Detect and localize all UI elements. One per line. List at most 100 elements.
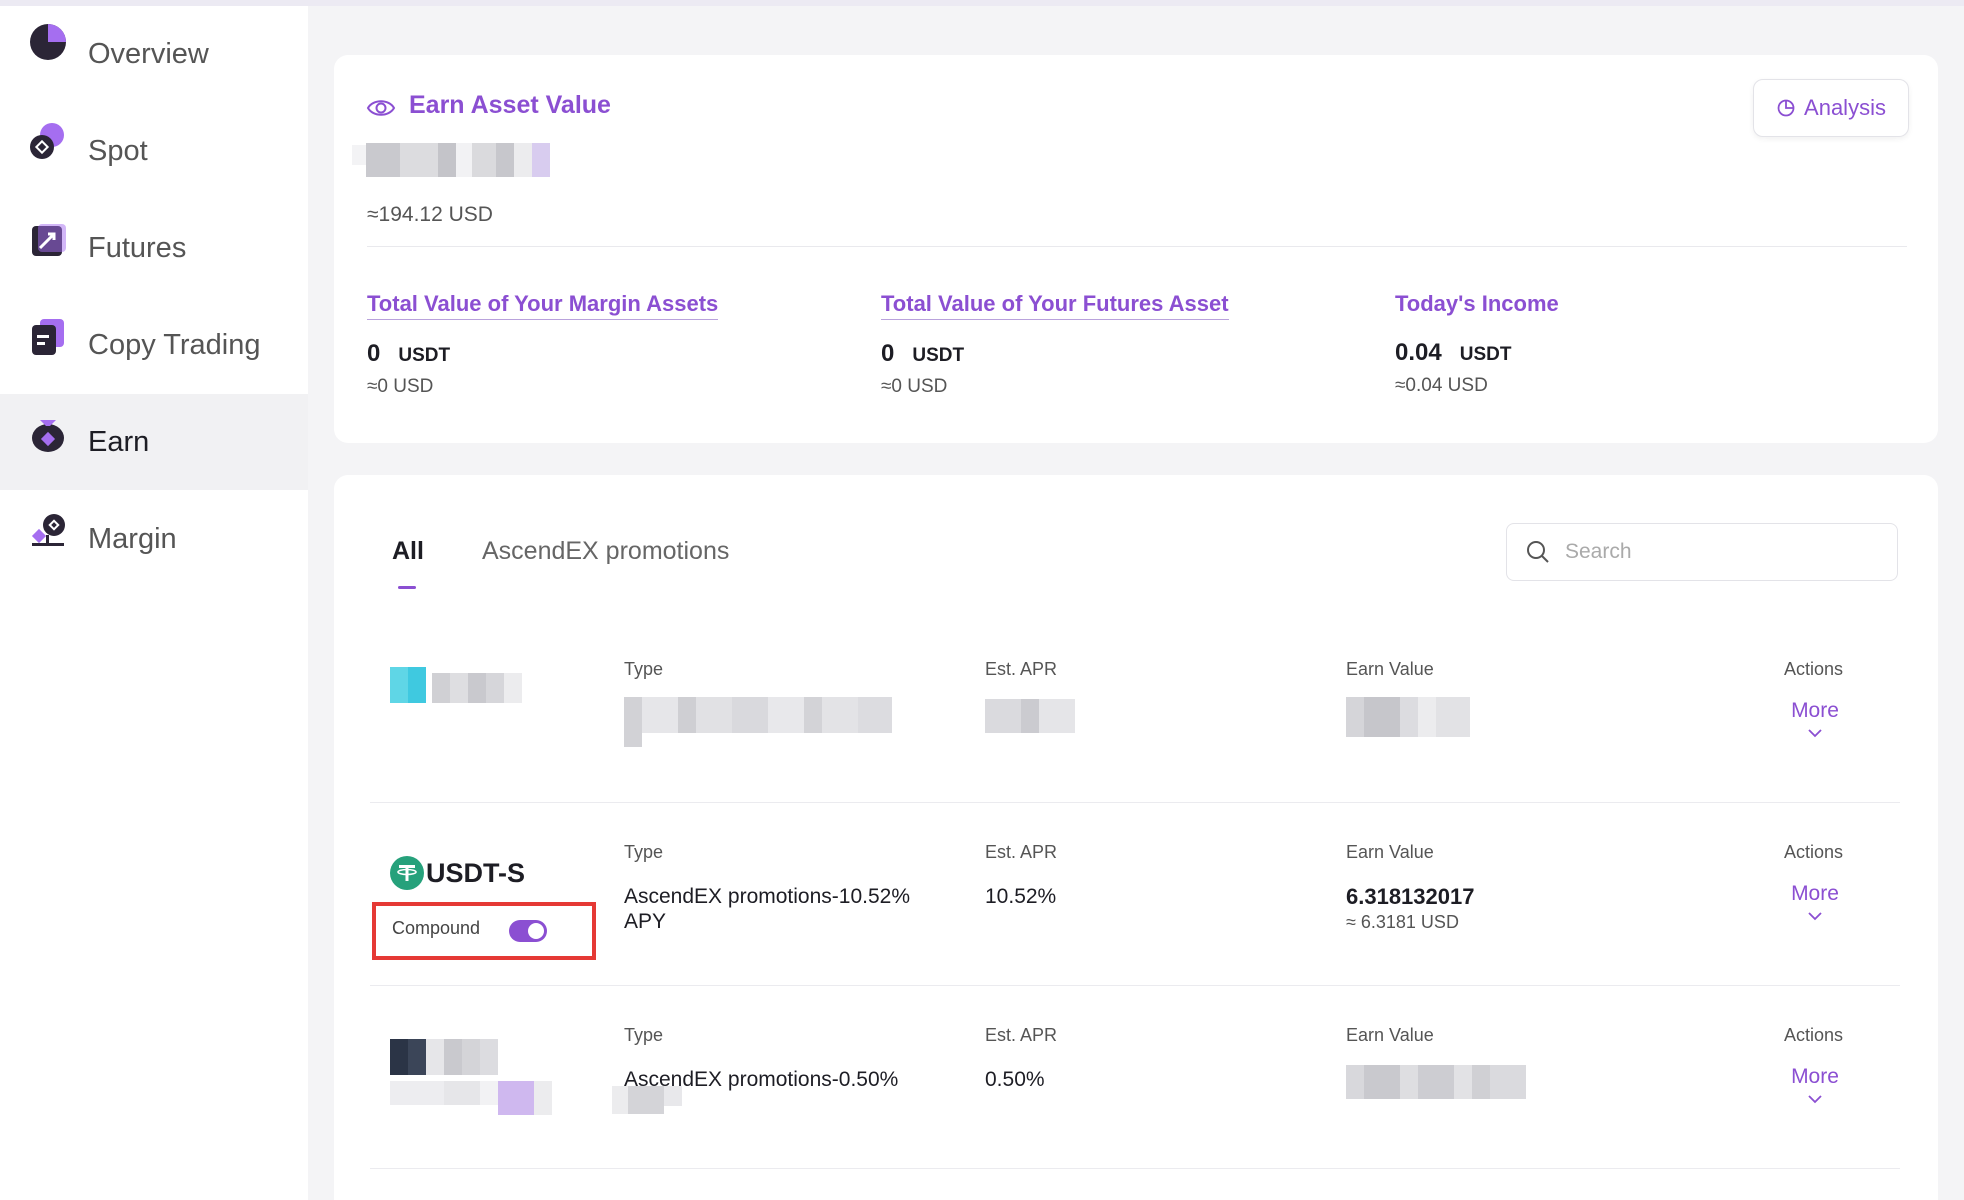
sidebar-item-label: Margin xyxy=(88,522,177,555)
blurred-compound xyxy=(390,1081,552,1115)
stat-title: Today's Income xyxy=(1395,291,1559,316)
earn-value: 6.318132017 xyxy=(1346,884,1475,909)
search-icon xyxy=(1527,541,1549,563)
column-label-actions: Actions xyxy=(1784,1025,1844,1045)
sidebar-item-margin[interactable]: Margin xyxy=(0,491,308,587)
more-button[interactable]: More xyxy=(1785,699,1845,738)
sidebar-item-futures[interactable]: Futures xyxy=(0,200,308,296)
column-label-apr: Est. APR xyxy=(985,659,1058,679)
stat-todays-income: Today's Income 0.04 USDT ≈0.04 USD xyxy=(1395,291,1559,397)
search-box xyxy=(1506,523,1898,581)
tab-all[interactable]: All xyxy=(392,537,424,565)
sidebar-item-label: Copy Trading xyxy=(88,328,261,361)
column-label-type: Type xyxy=(624,842,664,862)
blurred-earn-value xyxy=(1346,697,1470,737)
sidebar-item-overview[interactable]: Overview xyxy=(0,6,308,102)
more-button[interactable]: More xyxy=(1785,1065,1845,1104)
pie-chart-icon xyxy=(1777,99,1795,117)
chevron-down-icon xyxy=(1808,1095,1822,1104)
sidebar-item-label: Spot xyxy=(88,134,148,167)
copy-trading-icon xyxy=(32,319,64,355)
pie-chart-icon xyxy=(30,24,66,60)
sidebar-item-label: Earn xyxy=(88,425,150,458)
blurred-earn-value xyxy=(1346,1065,1526,1099)
type-line: APY xyxy=(624,910,667,933)
stat-futures-assets: Total Value of Your Futures Asset 0 USDT… xyxy=(881,291,1229,398)
sidebar-item-spot[interactable]: Spot xyxy=(0,103,308,199)
column-label-actions: Actions xyxy=(1784,659,1844,679)
column-label-type: Type xyxy=(624,1025,664,1045)
tab-active-indicator xyxy=(398,586,416,589)
blurred-coin-icon xyxy=(390,1039,498,1075)
type-value: AscendEX promotions-0.50% xyxy=(624,1068,899,1091)
column-label-apr: Est. APR xyxy=(985,842,1058,862)
column-label-type: Type xyxy=(624,659,664,679)
analysis-button[interactable]: Analysis xyxy=(1753,79,1909,137)
chevron-down-icon xyxy=(1808,912,1822,921)
margin-scale-icon xyxy=(31,514,65,546)
stat-usd: ≈0 USD xyxy=(367,376,434,397)
apr-value: 0.50% xyxy=(985,1068,1045,1091)
page-title: Earn Asset Value xyxy=(409,91,611,119)
sidebar-item-label: Overview xyxy=(88,37,209,70)
column-label-earn-value: Earn Value xyxy=(1346,1025,1434,1045)
futures-chart-icon xyxy=(32,224,66,256)
earn-usd: ≈ 6.3181 USD xyxy=(1346,912,1459,932)
blurred-coin-icon xyxy=(390,667,426,703)
column-label-apr: Est. APR xyxy=(985,1025,1058,1045)
analysis-label: Analysis xyxy=(1804,95,1886,120)
tab-ascendex-promotions[interactable]: AscendEX promotions xyxy=(482,537,730,565)
blurred-type-tail xyxy=(612,1086,682,1114)
sidebar-item-copy-trading[interactable]: Copy Trading xyxy=(0,297,308,393)
apr-value: 10.52% xyxy=(985,885,1057,908)
table-row: Type Est. APR Earn Value Actions xyxy=(370,625,1900,808)
stat-number: 0.04 xyxy=(1395,339,1442,366)
stat-title[interactable]: Total Value of Your Futures Asset xyxy=(881,291,1229,320)
more-label: More xyxy=(1791,882,1839,905)
stat-usd: ≈0 USD xyxy=(881,376,948,397)
sidebar-item-earn[interactable]: Earn xyxy=(0,394,308,490)
hidden-balance-mosaic xyxy=(352,143,550,177)
money-bag-icon xyxy=(32,420,64,452)
eye-icon[interactable] xyxy=(366,93,396,123)
more-button[interactable]: More xyxy=(1785,882,1845,921)
type-line: AscendEX promotions-10.52% xyxy=(624,885,910,908)
blurred-type xyxy=(624,697,892,747)
type-value: AscendEX promotions-10.52% APY xyxy=(624,884,910,934)
sidebar: Overview Spot Futures Copy Trading xyxy=(0,6,308,1200)
compound-toggle[interactable] xyxy=(509,920,547,942)
compound-highlight-box xyxy=(372,902,596,960)
chevron-down-icon xyxy=(1808,729,1822,738)
search-input[interactable] xyxy=(1565,538,1865,566)
earn-list-card: All AscendEX promotions Type xyxy=(334,475,1938,1200)
stat-unit: USDT xyxy=(912,345,965,366)
tether-icon xyxy=(390,856,424,890)
compound-label: Compound xyxy=(392,918,481,938)
divider xyxy=(367,246,1907,247)
stat-margin-assets: Total Value of Your Margin Assets 0 USDT… xyxy=(367,291,719,398)
coin-name: USDT-S xyxy=(426,858,526,888)
table-row: Type AscendEX promotions-0.50% Est. APR … xyxy=(370,991,1900,1174)
stat-unit: USDT xyxy=(398,345,451,366)
table-row: USDT-S Compound Type AscendEX promotions… xyxy=(370,808,1900,991)
top-border xyxy=(0,0,1964,6)
column-label-earn-value: Earn Value xyxy=(1346,842,1434,862)
blurred-apr xyxy=(985,699,1075,733)
asset-usd-value: ≈194.12 USD xyxy=(367,203,493,226)
column-label-earn-value: Earn Value xyxy=(1346,659,1434,679)
row-divider xyxy=(370,985,1900,986)
stat-number: 0 xyxy=(881,340,895,367)
stat-usd: ≈0.04 USD xyxy=(1395,375,1488,396)
blurred-coin-name xyxy=(432,673,522,703)
spot-coins-icon xyxy=(30,123,64,159)
earn-summary-card: Earn Asset Value ≈194.12 USD Analysis To… xyxy=(334,55,1938,443)
more-label: More xyxy=(1791,1065,1839,1088)
stat-title[interactable]: Total Value of Your Margin Assets xyxy=(367,291,719,320)
row-divider xyxy=(370,1168,1900,1169)
more-label: More xyxy=(1791,699,1839,722)
sidebar-item-label: Futures xyxy=(88,231,187,264)
stat-number: 0 xyxy=(367,340,381,367)
row-divider xyxy=(370,802,1900,803)
stat-unit: USDT xyxy=(1459,344,1512,365)
column-label-actions: Actions xyxy=(1784,842,1844,862)
